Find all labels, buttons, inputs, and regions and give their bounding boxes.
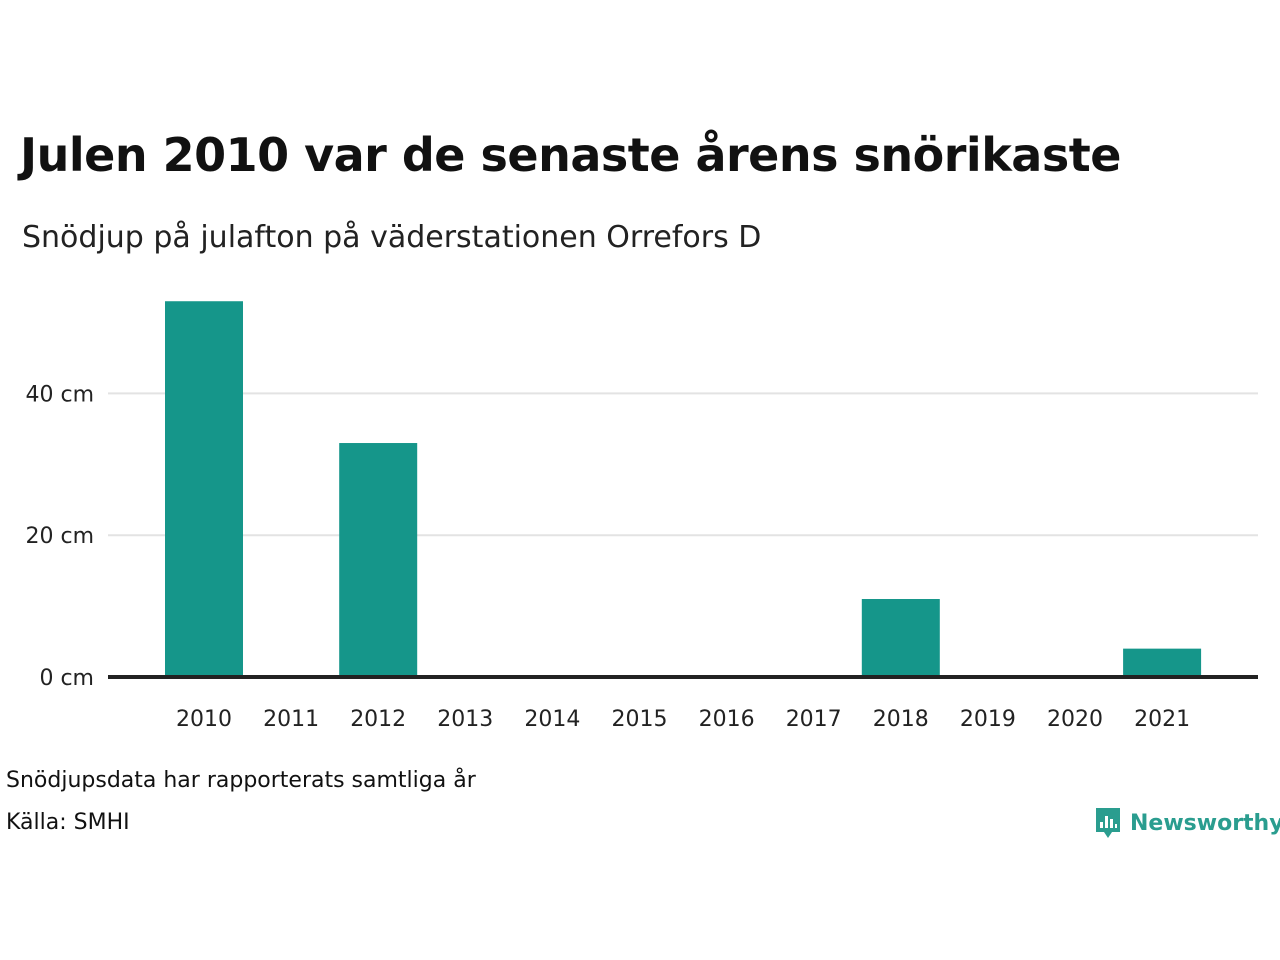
x-tick-label: 2017 (786, 707, 842, 732)
x-tick-label: 2021 (1134, 707, 1190, 732)
brand-name: Newsworthy (1130, 810, 1280, 836)
bar (165, 301, 243, 677)
chart-subtitle: Snödjup på julafton på väderstationen Or… (22, 220, 762, 255)
y-tick-label: 40 cm (25, 382, 94, 407)
y-tick-label: 0 cm (39, 666, 94, 691)
bar (1123, 648, 1202, 677)
bar-chart-speech-bubble-icon (1096, 808, 1120, 838)
bar-chart: 0 cm 20 cm 40 cm 2010 2011 2012 2013 2014 2015 20… (25, 301, 1258, 732)
x-tick-label: 2020 (1047, 707, 1103, 732)
brand-logo: Newsworthy (1094, 806, 1280, 840)
x-tick-label: 2015 (612, 707, 668, 732)
y-tick-label: 20 cm (25, 524, 94, 549)
x-tick-label: 2013 (437, 707, 493, 732)
source-label: Källa: SMHI (6, 810, 130, 835)
bar (861, 599, 940, 677)
x-tick-label: 2012 (350, 707, 406, 732)
x-tick-label: 2019 (960, 707, 1016, 732)
x-tick-label: 2014 (524, 707, 580, 732)
chart-title: Julen 2010 var de senaste årens snörikas… (20, 128, 1121, 182)
x-tick-label: 2016 (699, 707, 755, 732)
footnote: Snödjupsdata har rapporterats samtliga å… (6, 768, 476, 793)
x-tick-label: 2011 (263, 707, 319, 732)
x-tick-label: 2018 (873, 707, 929, 732)
x-tick-label: 2010 (176, 707, 232, 732)
bar (339, 443, 418, 677)
